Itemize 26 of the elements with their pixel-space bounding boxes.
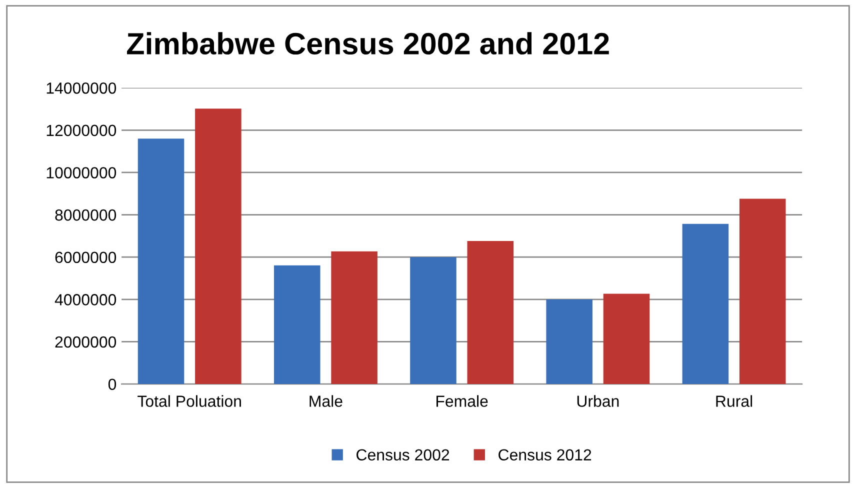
bar	[274, 265, 320, 384]
y-tick-label: 2000000	[55, 336, 116, 348]
y-tick-label: 6000000	[55, 252, 116, 264]
bar	[138, 138, 184, 384]
y-tick-label: 8000000	[55, 209, 116, 221]
bar	[546, 299, 592, 384]
bar	[410, 257, 456, 384]
x-tick-label: Rural	[716, 395, 752, 407]
bar	[682, 224, 729, 384]
y-tick-label: 12000000	[46, 124, 116, 136]
legend-label: Census 2002	[356, 449, 450, 461]
bar	[195, 108, 242, 384]
bar	[739, 198, 786, 384]
bar	[467, 241, 514, 384]
bar	[331, 251, 378, 384]
x-tick-label: Urban	[577, 395, 619, 407]
y-tick-label: 14000000	[46, 82, 116, 94]
legend-label: Census 2012	[498, 449, 592, 461]
chart-title: Zimbabwe Census 2002 and 2012	[127, 32, 609, 55]
y-tick-label: 10000000	[46, 167, 116, 178]
x-tick-label: Female	[436, 395, 488, 407]
x-tick-label: Total Poluation	[138, 395, 241, 407]
y-tick-label: 0	[108, 378, 116, 390]
bar	[603, 294, 650, 384]
x-tick-label: Male	[310, 395, 342, 407]
y-tick-label: 4000000	[54, 294, 116, 306]
